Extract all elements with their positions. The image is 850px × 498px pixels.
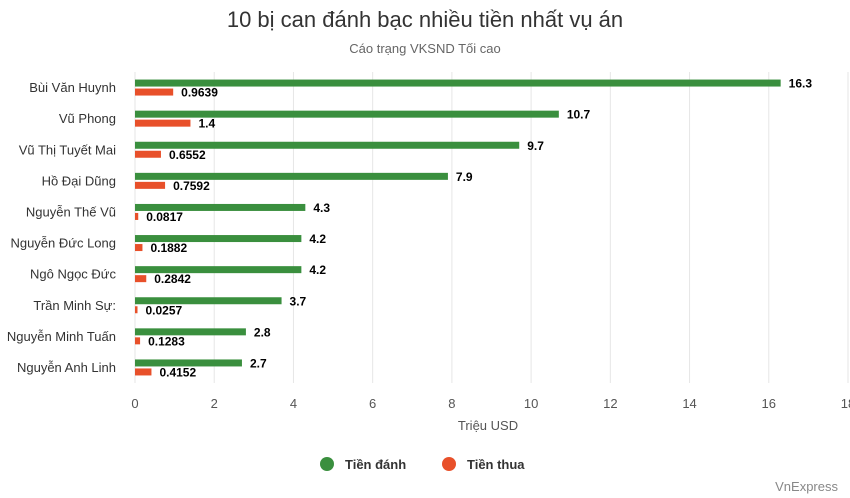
legend-label-tien-danh: Tiền đánh bbox=[345, 457, 406, 472]
data-label: 10.7 bbox=[567, 108, 591, 122]
category-label: Nguyễn Minh Tuấn bbox=[7, 329, 116, 344]
bar-tien-thua[interactable] bbox=[135, 306, 138, 314]
x-tick-label: 18 bbox=[841, 396, 850, 411]
data-label: 4.3 bbox=[313, 201, 330, 215]
category-label: Bùi Văn Huynh bbox=[29, 80, 116, 95]
source-credit: VnExpress bbox=[775, 479, 838, 494]
x-tick-labels: 0 2 4 6 8 10 12 14 16 18 bbox=[131, 396, 850, 411]
bar-tien-danh[interactable] bbox=[135, 266, 302, 274]
data-label: 0.0257 bbox=[146, 303, 183, 317]
gridlines bbox=[134, 72, 849, 383]
data-label: 0.6552 bbox=[169, 148, 206, 162]
data-label: 0.0817 bbox=[146, 210, 183, 224]
bar-tien-danh[interactable] bbox=[135, 235, 302, 243]
x-axis-title: Triệu USD bbox=[458, 418, 518, 433]
x-tick-label: 2 bbox=[211, 396, 218, 411]
bar-tien-danh[interactable] bbox=[135, 79, 781, 87]
data-label: 9.7 bbox=[527, 139, 544, 153]
data-label: 0.2842 bbox=[154, 272, 191, 286]
chart-subtitle: Cáo trạng VKSND Tối cao bbox=[349, 41, 501, 56]
legend-marker-tien-thua bbox=[442, 457, 456, 471]
category-label: Nguyễn Đức Long bbox=[10, 236, 116, 251]
x-tick-label: 6 bbox=[369, 396, 376, 411]
data-label: 16.3 bbox=[789, 77, 813, 91]
bar-tien-danh[interactable] bbox=[135, 328, 246, 336]
bar-tien-thua[interactable] bbox=[135, 244, 143, 252]
bar-tien-danh[interactable] bbox=[135, 141, 520, 149]
x-tick-label: 14 bbox=[682, 396, 696, 411]
x-tick-label: 0 bbox=[131, 396, 138, 411]
bar-tien-thua[interactable] bbox=[135, 119, 191, 127]
category-label: Vũ Phong bbox=[59, 111, 116, 126]
bar-tien-danh[interactable] bbox=[135, 172, 448, 180]
bar-tien-thua[interactable] bbox=[135, 181, 166, 189]
data-label: 0.9639 bbox=[181, 86, 218, 100]
data-label: 7.9 bbox=[456, 170, 473, 184]
category-label: Nguyễn Thế Vũ bbox=[26, 204, 116, 219]
data-label: 1.4 bbox=[198, 117, 215, 131]
category-label: Hồ Đại Dũng bbox=[42, 173, 116, 188]
x-tick-label: 4 bbox=[290, 396, 297, 411]
legend: Tiền đánh Tiền thua bbox=[320, 457, 525, 472]
data-label: 0.7592 bbox=[173, 179, 210, 193]
bar-tien-thua[interactable] bbox=[135, 275, 147, 283]
data-label: 2.8 bbox=[254, 325, 271, 339]
legend-item-tien-thua[interactable]: Tiền thua bbox=[442, 457, 525, 472]
category-labels: Bùi Văn Huynh Vũ Phong Vũ Thị Tuyết Mai Hồ … bbox=[7, 80, 117, 375]
x-tick-label: 10 bbox=[524, 396, 538, 411]
bar-tien-thua[interactable] bbox=[135, 212, 139, 220]
x-tick-label: 8 bbox=[448, 396, 455, 411]
bar-tien-danh[interactable] bbox=[135, 297, 282, 305]
legend-marker-tien-danh bbox=[320, 457, 334, 471]
data-label: 2.7 bbox=[250, 356, 267, 370]
data-label: 4.2 bbox=[309, 232, 326, 246]
data-label: 0.4152 bbox=[159, 365, 196, 379]
legend-label-tien-thua: Tiền thua bbox=[467, 457, 525, 472]
bar-tien-thua[interactable] bbox=[135, 150, 161, 158]
legend-item-tien-danh[interactable]: Tiền đánh bbox=[320, 457, 406, 472]
x-tick-label: 12 bbox=[603, 396, 617, 411]
chart-title: 10 bị can đánh bạc nhiều tiền nhất vụ án bbox=[227, 7, 623, 32]
data-label: 4.2 bbox=[309, 263, 326, 277]
data-label: 3.7 bbox=[290, 294, 307, 308]
category-label: Nguyễn Anh Linh bbox=[17, 360, 116, 375]
data-label: 0.1283 bbox=[148, 334, 185, 348]
category-label: Vũ Thị Tuyết Mai bbox=[19, 142, 116, 157]
category-label: Ngô Ngọc Đức bbox=[30, 267, 117, 282]
bar-tien-danh[interactable] bbox=[135, 203, 306, 211]
bar-tien-thua[interactable] bbox=[135, 337, 141, 345]
bar-tien-danh[interactable] bbox=[135, 110, 559, 118]
bars: 16.3 0.9639 10.7 1.4 9.7 0.6552 7.9 0.7592 4.3 0.… bbox=[135, 77, 813, 379]
bar-tien-thua[interactable] bbox=[135, 368, 152, 376]
bar-tien-danh[interactable] bbox=[135, 359, 242, 367]
bar-tien-thua[interactable] bbox=[135, 88, 174, 96]
category-label: Trần Minh Sự: bbox=[33, 298, 116, 313]
x-tick-label: 16 bbox=[762, 396, 776, 411]
data-label: 0.1882 bbox=[150, 241, 187, 255]
